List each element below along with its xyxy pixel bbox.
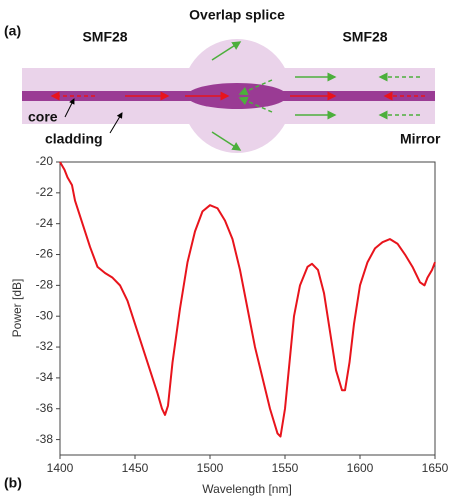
y-tick-label: -26 xyxy=(36,247,54,261)
y-tick-label: -28 xyxy=(36,278,54,292)
y-tick-label: -36 xyxy=(36,401,54,415)
fiber-label: SMF28 xyxy=(82,29,127,45)
fiber-label: SMF28 xyxy=(342,29,387,45)
fiber-diagram: (a) SMF28 Overlap splice SMF28 core clad… xyxy=(4,7,441,153)
y-tick-label: -38 xyxy=(36,432,54,446)
y-tick-label: -34 xyxy=(36,370,54,384)
mirror-label: Mirror xyxy=(400,131,441,147)
x-tick-label: 1450 xyxy=(122,461,149,475)
splice-label: Overlap splice xyxy=(189,7,285,23)
data-line xyxy=(59,161,436,438)
x-axis-label: Wavelength [nm] xyxy=(202,482,292,496)
y-tick-label: -24 xyxy=(36,216,54,230)
y-axis-label: Power [dB] xyxy=(10,279,24,338)
y-tick-label: -20 xyxy=(36,154,54,168)
x-tick-label: 1500 xyxy=(197,461,224,475)
panel-label: (b) xyxy=(4,475,22,491)
y-tick-label: -30 xyxy=(36,308,54,322)
plot-frame xyxy=(59,161,436,456)
splice-core xyxy=(187,83,287,109)
cladding-label: cladding xyxy=(45,131,103,147)
core-label: core xyxy=(28,109,58,125)
x-tick-label: 1400 xyxy=(47,461,74,475)
y-tick-label: -32 xyxy=(36,339,54,353)
x-tick-label: 1550 xyxy=(272,461,299,475)
panel-label: (a) xyxy=(4,23,21,39)
y-tick-label: -22 xyxy=(36,185,54,199)
x-tick-label: 1650 xyxy=(422,461,449,475)
x-tick-label: 1600 xyxy=(347,461,374,475)
